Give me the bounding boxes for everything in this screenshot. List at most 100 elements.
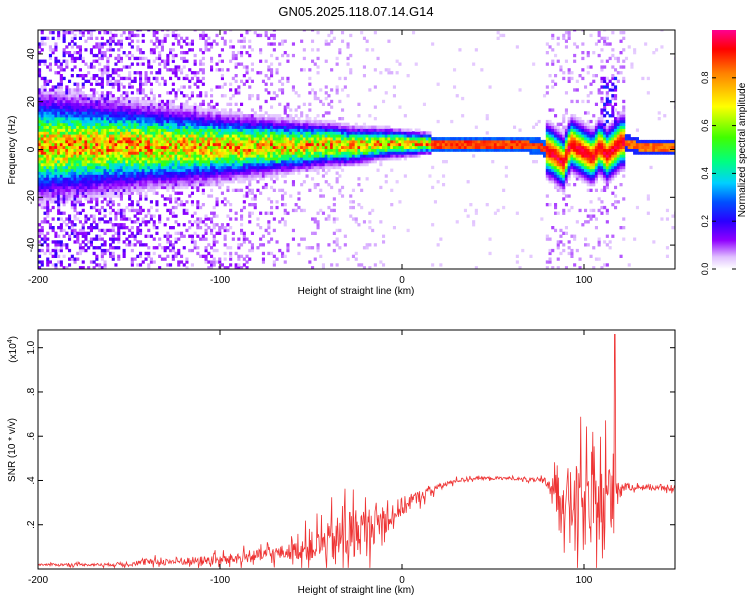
heatmap-cell [109,162,113,167]
heatmap-cell [234,148,238,152]
heatmap-cell [259,168,263,172]
heatmap-cell [111,131,115,135]
heatmap-cell [109,122,113,126]
heatmap-cell [335,151,339,155]
heatmap-cell [335,160,339,164]
heatmap-cell [253,119,257,124]
heatmap-cell [43,197,47,201]
heatmap-cell [103,139,107,144]
heatmap-cell [68,128,72,132]
heatmap-cell [122,134,126,138]
heatmap-cell [311,59,315,63]
heatmap-cell [311,125,315,129]
heatmap-cell [98,76,102,81]
heatmap-cell [43,180,47,184]
heatmap-cell [237,243,241,247]
heatmap-cell [139,231,143,235]
heatmap-cell [89,82,93,86]
heatmap-cell [141,88,145,92]
heatmap-cell [144,174,148,178]
heatmap-cell [48,142,52,147]
heatmap-cell [174,30,178,32]
heatmap-cell [139,79,143,83]
heatmap-cell [212,237,216,241]
heatmap-cell [185,228,189,233]
heatmap-cell [76,148,80,152]
heatmap-cell [267,174,271,178]
heatmap-cell [201,174,205,178]
heatmap-cell [264,185,268,190]
heatmap-cell [73,214,77,218]
heatmap-cell [158,157,162,161]
heatmap-cell [103,162,107,167]
heatmap-cell [223,171,227,175]
heatmap-cell [130,39,134,43]
heatmap-cell [248,240,252,244]
heatmap-cell [321,151,325,155]
heatmap-cell [106,59,110,63]
heatmap-cell [248,119,252,124]
heatmap-cell [316,114,320,118]
heatmap-cell [229,59,233,63]
heatmap-cell [210,151,214,155]
heatmap-cell [48,177,52,181]
heatmap-cell [272,91,276,95]
heatmap-cell [212,154,216,158]
heatmap-cell [48,197,52,201]
heatmap-cell [332,36,336,40]
heatmap-cell [346,157,350,161]
heatmap-cell [177,128,181,132]
heatmap-cell [109,139,113,144]
heatmap-cell [73,160,77,164]
heatmap-cell [294,151,298,155]
heatmap-cell [46,200,50,204]
heatmap-cell [220,119,224,124]
heatmap-cell [111,151,115,155]
heatmap-cell [87,108,91,112]
heatmap-cell [163,36,167,40]
heatmap-cell [117,240,121,244]
heatmap-cell [160,194,164,198]
heatmap-cell [57,180,61,184]
heatmap-cell [136,171,140,175]
heatmap-cell [204,142,208,147]
heatmap-cell [199,131,203,135]
heatmap-cell [308,165,312,170]
heatmap-cell [147,79,151,83]
heatmap-cell [109,211,113,215]
heatmap-cell [223,151,227,155]
heatmap-cell [174,220,178,224]
heatmap-cell [248,145,252,149]
heatmap-cell [122,99,126,104]
heatmap-cell [152,48,156,52]
heatmap-cell [204,246,208,250]
heatmap-cell [226,125,230,129]
heatmap-cell [68,191,72,195]
heatmap-cell [338,191,342,195]
heatmap-cell [43,203,47,207]
heatmap-cell [130,188,134,192]
heatmap-cell [89,105,93,109]
heatmap-cell [210,117,214,121]
heatmap-cell [341,117,345,121]
heatmap-cell [330,151,334,155]
heatmap-cell [152,51,156,55]
heatmap-cell [139,171,143,175]
heatmap-cell [65,91,69,95]
heatmap-cell [248,53,252,58]
heatmap-cell [122,171,126,175]
heatmap-cell [281,168,285,172]
heatmap-cell [245,31,249,35]
heatmap-cell [264,151,268,155]
heatmap-cell [81,185,85,190]
heatmap-cell [196,122,200,126]
heatmap-cell [237,128,241,132]
heatmap-cell [281,157,285,161]
heatmap-cell [166,217,170,221]
heatmap-cell [89,76,93,81]
heatmap-cell [300,160,304,164]
heatmap-cell [89,48,93,52]
heatmap-cell [174,96,178,101]
heatmap-cell [218,125,222,129]
heatmap-cell [341,122,345,126]
